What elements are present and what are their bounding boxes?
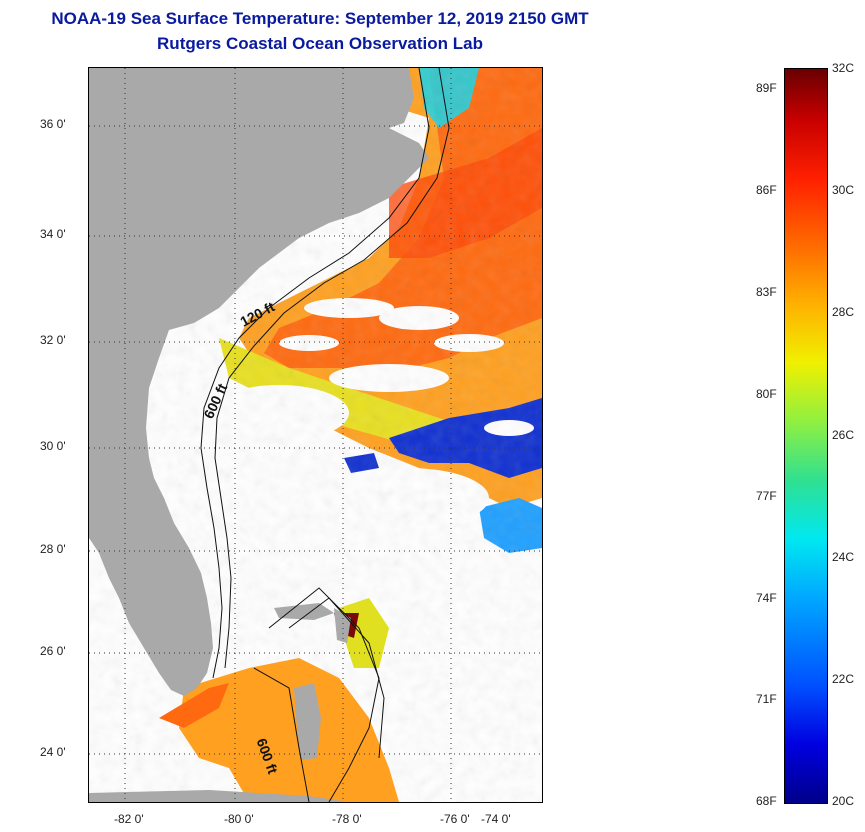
lat-label: 26 0': [40, 644, 66, 658]
lat-label: 36 0': [40, 117, 66, 131]
colorbar-f-label: 86F: [756, 183, 777, 197]
colorbar-f-label: 83F: [756, 285, 777, 299]
colorbar-f-label: 71F: [756, 692, 777, 706]
colorbar-c-label: 20C: [832, 794, 855, 808]
lat-label: 34 0': [40, 227, 66, 241]
lon-label: -78 0': [332, 812, 362, 826]
colorbar-f-label: 80F: [756, 387, 777, 401]
sst-map: 120 ft 600 ft 600 ft: [88, 67, 543, 803]
colorbar-c-label: 22C: [832, 672, 855, 686]
us-coast-land: [89, 68, 429, 696]
colorbar-f-label: 74F: [756, 591, 777, 605]
colorbar-c-label: 24C: [832, 550, 855, 564]
lat-label: 32 0': [40, 333, 66, 347]
keys-warm: [159, 683, 229, 728]
bahamas-waters: [179, 658, 399, 802]
colorbar-f-label: 89F: [756, 81, 777, 95]
colorbar-c-label: 26C: [832, 428, 855, 442]
sst-map-graphic: [89, 68, 542, 802]
lon-label: -82 0': [114, 812, 144, 826]
andros-island: [294, 683, 321, 760]
cuba-strip: [89, 790, 349, 802]
colorbar-c-label: 30C: [832, 183, 855, 197]
abaco-island: [334, 608, 351, 643]
map-subtitle: Rutgers Coastal Ocean Observation Lab: [157, 34, 483, 53]
colorbar-f-label: 77F: [756, 489, 777, 503]
lon-label: -80 0': [224, 812, 254, 826]
colorbar-c-label: 28C: [832, 305, 855, 319]
colorbar-c-label: 32C: [832, 61, 855, 75]
map-title: NOAA-19 Sea Surface Temperature: Septemb…: [51, 9, 589, 28]
lon-label: -74 0': [481, 812, 511, 826]
temperature-colorbar: [784, 68, 828, 804]
lat-label: 28 0': [40, 542, 66, 556]
isobath-lines: [200, 68, 450, 802]
lat-label: 24 0': [40, 745, 66, 759]
lon-label: -76 0': [440, 812, 470, 826]
lat-label: 30 0': [40, 439, 66, 453]
grand-bahama: [274, 603, 334, 620]
graticule: [89, 68, 542, 802]
colorbar-f-label: 68F: [756, 794, 777, 808]
